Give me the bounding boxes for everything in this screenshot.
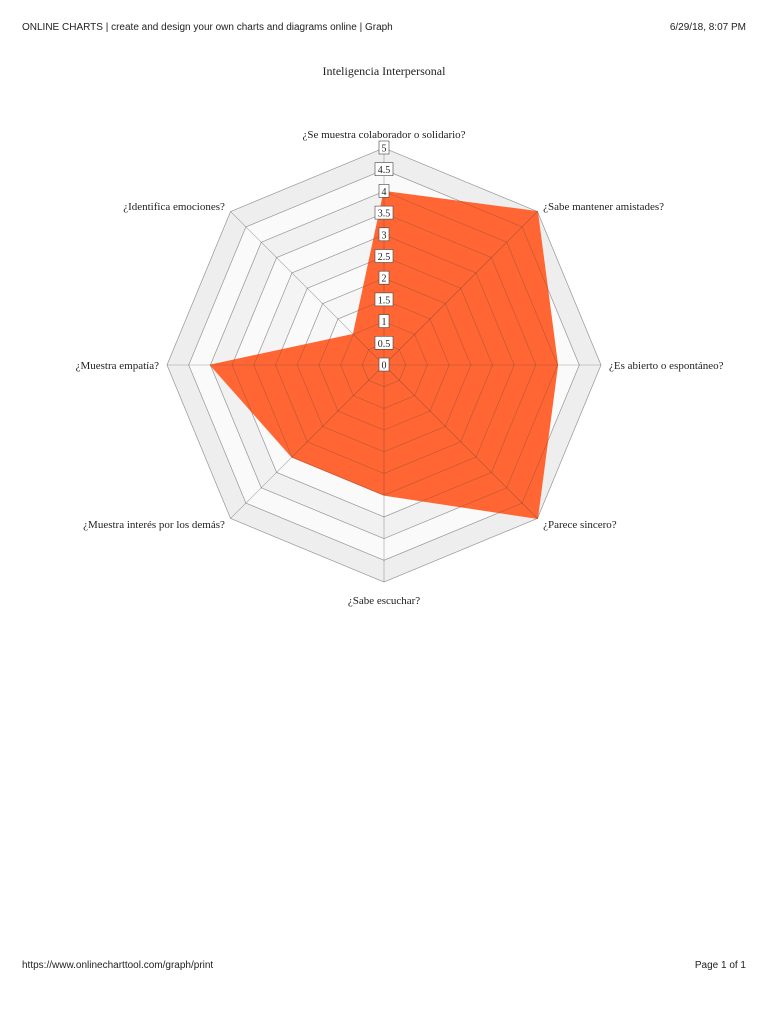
axis-label: ¿Sabe escuchar? — [348, 595, 420, 607]
axis-label: ¿Identifica emociones? — [123, 201, 225, 213]
axis-label: ¿Parece sincero? — [543, 519, 617, 531]
tick-label: 4.5 — [378, 165, 391, 176]
axis-label: ¿Se muestra colaborador o solidario? — [302, 129, 465, 141]
tick-box — [378, 140, 390, 155]
tick-box — [374, 292, 394, 307]
spoke-line — [383, 364, 538, 519]
print-page-title: ONLINE CHARTS | create and design your o… — [22, 22, 393, 33]
grid-ring-line — [296, 277, 472, 453]
tick-box — [374, 162, 394, 176]
print-footer: https://www.onlinecharttool.com/graph/pr… — [22, 960, 746, 971]
grid-ring-line — [340, 321, 428, 409]
spoke-line — [230, 364, 385, 519]
tick-label: 4 — [382, 187, 387, 198]
tick-label: 0.5 — [378, 339, 391, 350]
radar-series — [209, 190, 559, 520]
axis-label: ¿Es abierto o espontáneo? — [609, 360, 724, 372]
tick-label: 5 — [382, 144, 387, 155]
tick-label: 2.5 — [378, 252, 391, 263]
radar-ticks: 0 0.5 1 1.5 2 2.5 3 3.5 4 4.5 5 — [374, 140, 394, 372]
tick-box — [374, 249, 394, 263]
radar-spokes — [166, 147, 602, 583]
grid-ring-line — [166, 147, 602, 583]
tick-box — [378, 227, 390, 242]
print-header: ONLINE CHARTS | create and design your o… — [22, 22, 746, 33]
tick-box — [378, 314, 390, 328]
radar-axis-labels: ¿Se muestra colaborador o solidario? ¿Sab… — [76, 129, 724, 607]
tick-label: 2 — [382, 274, 387, 285]
axis-label: ¿Muestra interés por los demás? — [83, 519, 225, 531]
grid-ring-line — [188, 169, 580, 561]
tick-label: 1 — [382, 317, 387, 328]
print-datetime: 6/29/18, 8:07 PM — [669, 22, 746, 33]
tick-label: 3 — [382, 230, 387, 241]
axis-label: ¿Muestra empatía? — [76, 360, 159, 372]
grid-ring-line — [318, 299, 450, 431]
grid-ring-line — [210, 191, 558, 539]
grid-ring-line — [253, 234, 515, 496]
tick-box — [374, 335, 394, 350]
print-page-number: Page 1 of 1 — [694, 960, 746, 971]
axis-label: ¿Sabe mantener amistades? — [543, 201, 664, 213]
tick-label: 0 — [382, 361, 387, 372]
tick-box — [378, 270, 390, 285]
tick-label: 1.5 — [378, 295, 391, 306]
spoke-line — [383, 211, 538, 366]
tick-box — [374, 205, 394, 220]
series-area-0 — [209, 190, 559, 520]
grid-ring-line — [231, 212, 537, 518]
tick-box — [378, 357, 390, 372]
tick-label: 3.5 — [378, 209, 391, 220]
tick-box — [378, 184, 390, 198]
print-url: https://www.onlinecharttool.com/graph/pr… — [22, 960, 214, 971]
spoke-line — [230, 211, 385, 366]
grid-ring-line — [361, 342, 407, 388]
chart-title: Inteligencia Interpersonal — [323, 64, 447, 78]
grid-ring-line — [275, 256, 493, 474]
